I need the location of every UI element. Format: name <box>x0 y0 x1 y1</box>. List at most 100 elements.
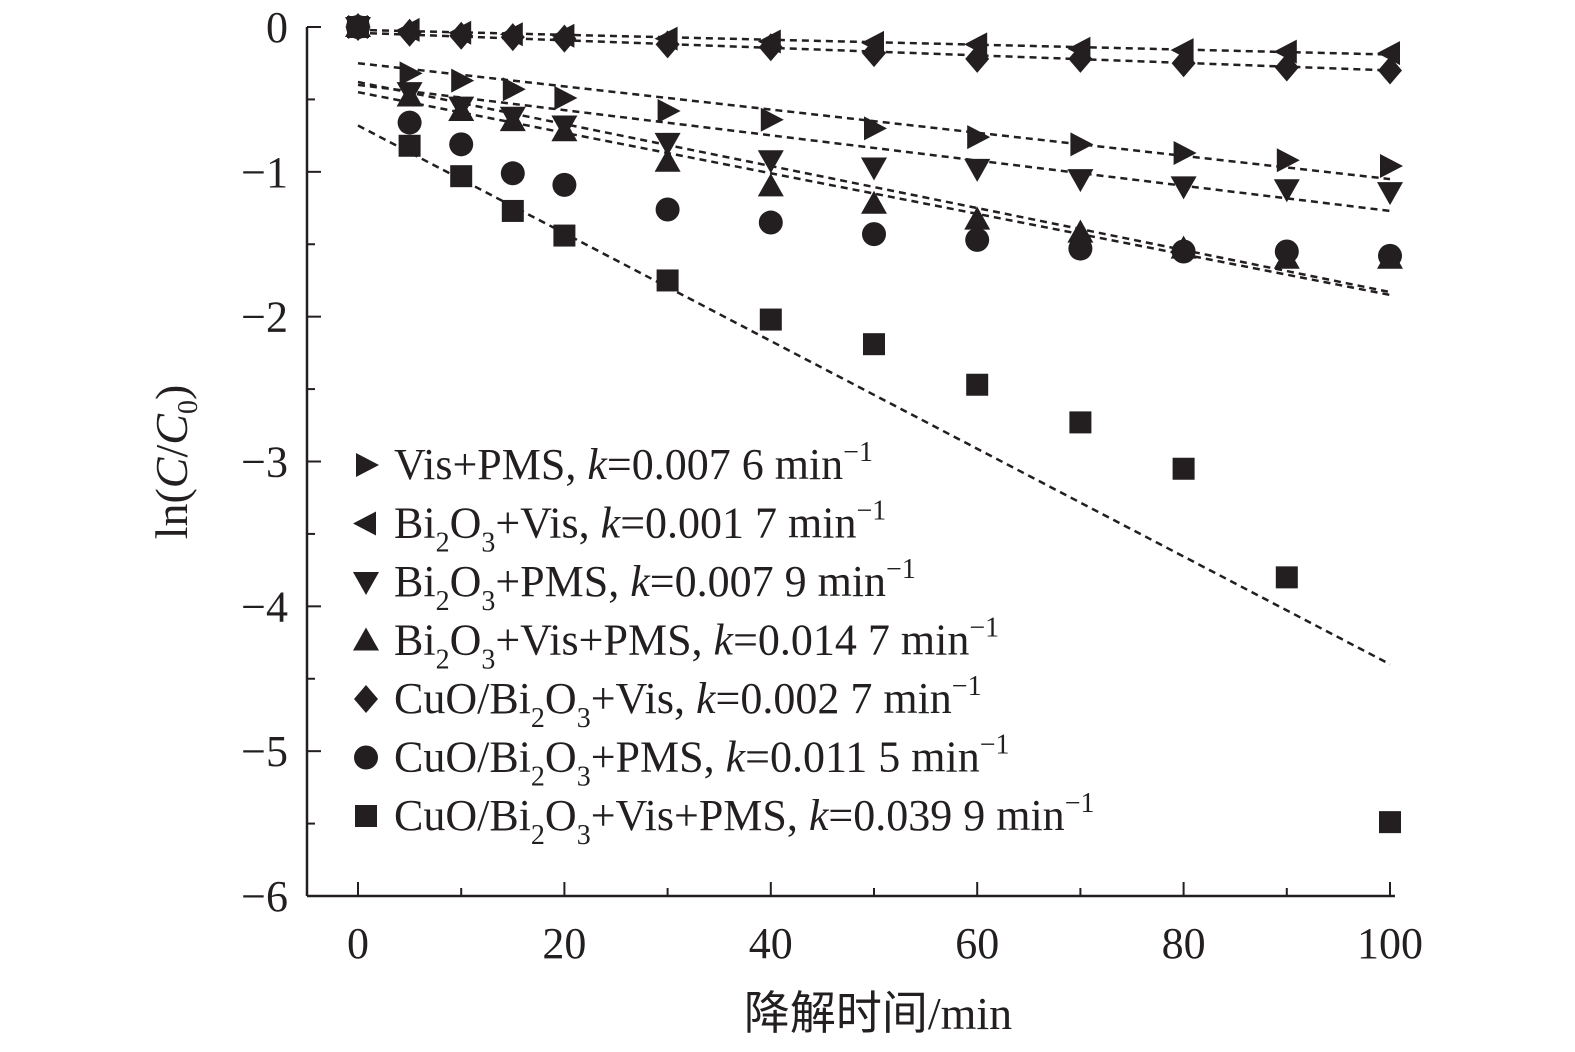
data-point-square <box>759 308 782 331</box>
data-point-triangle-up <box>551 118 578 142</box>
data-point-diamond <box>552 24 577 53</box>
data-point-triangle-down <box>861 157 887 181</box>
y-axis-title-pre: ln( <box>146 488 197 539</box>
legend-label-part: O <box>545 674 577 723</box>
legend-label-part: −1 <box>980 730 1010 761</box>
data-point-diamond <box>1378 56 1402 85</box>
data-point-triangle-right <box>967 125 991 150</box>
data-point-diamond <box>449 21 474 50</box>
legend-label: Bi2O3+PMS, k=0.007 9 min−1 <box>394 554 916 617</box>
legend-label-part: O <box>545 791 577 840</box>
data-point-circle <box>965 227 990 252</box>
data-point-circle <box>758 210 783 235</box>
legend-label-part: 2 <box>436 528 450 559</box>
legend-item: CuO/Bi2O3+Vis, k=0.002 7 min−1 <box>354 671 982 734</box>
data-point-triangle-down <box>1067 169 1094 193</box>
data-point-triangle-up <box>757 173 784 197</box>
data-point-square <box>863 333 885 356</box>
data-point-triangle-right <box>1276 148 1300 173</box>
data-point-square <box>450 165 473 188</box>
x-tick-label: 60 <box>955 919 999 968</box>
fit-line-circle <box>357 90 1391 297</box>
y-axis-title: ln(C/C0) <box>146 385 204 540</box>
legend-marker-circle <box>354 745 378 770</box>
data-point-triangle-right <box>502 77 526 102</box>
tick-labels: 0 −1 −2 −3 −4 −5 −6 0 20 40 60 80 100 <box>241 3 1423 968</box>
legend-label-part: +Vis+PMS, <box>495 616 713 665</box>
legend-label-part: CuO/Bi <box>394 791 531 840</box>
series-diamond <box>346 13 1402 85</box>
x-tick-label: 0 <box>347 919 369 968</box>
data-point-triangle-right <box>1173 141 1197 166</box>
series-square <box>347 16 1401 834</box>
data-point-triangle-right <box>1070 132 1094 157</box>
data-point-diamond <box>655 30 680 59</box>
y-tick-label: −5 <box>241 727 288 776</box>
y-axis-title-slash: / <box>146 445 197 458</box>
data-point-circle <box>1171 239 1196 264</box>
legend-marker-triangle-right <box>356 453 379 477</box>
legend-item: Bi2O3+PMS, k=0.007 9 min−1 <box>353 554 916 617</box>
legend-label-part: k <box>714 616 735 665</box>
x-axis-title: 降解时间/min <box>744 988 1012 1039</box>
data-point-triangle-right <box>451 68 475 93</box>
data-point-diamond <box>397 18 422 47</box>
legend-label-part: k <box>696 674 717 723</box>
data-point-triangle-up <box>1067 219 1094 243</box>
legend-label: Bi2O3+Vis, k=0.001 7 min−1 <box>394 496 886 559</box>
y-tick-label: −1 <box>241 148 288 197</box>
data-point-diamond <box>1274 53 1299 82</box>
data-point-triangle-right <box>864 116 887 141</box>
data-point-triangle-down <box>964 158 991 182</box>
data-point-triangle-right <box>657 99 681 124</box>
data-point-triangle-up <box>861 190 887 214</box>
data-point-triangle-down <box>1377 182 1403 206</box>
legend-label-part: =0.001 7 min <box>620 499 856 548</box>
legend-label-part: +PMS, <box>495 557 630 606</box>
legend-label-part: 3 <box>577 703 591 734</box>
data-point-triangle-left <box>1273 39 1297 64</box>
legend-label-part: k <box>809 791 830 840</box>
legend-label-part: k <box>630 557 651 606</box>
fit-line-triangle-down <box>357 83 1391 213</box>
legend-label-part: k <box>601 499 622 548</box>
data-point-square <box>347 16 369 38</box>
legend-label-part: 3 <box>481 528 495 559</box>
data-point-diamond <box>1171 49 1196 78</box>
legend-label-part: =0.002 7 min <box>716 674 952 723</box>
data-point-circle <box>1378 243 1402 268</box>
legend-item: Bi2O3+Vis, k=0.001 7 min−1 <box>353 496 886 559</box>
data-markers <box>345 13 1403 834</box>
legend-label-part: −1 <box>969 613 999 644</box>
data-point-square <box>656 269 679 292</box>
legend-item: Bi2O3+Vis+PMS, k=0.014 7 min−1 <box>353 613 999 676</box>
y-axis-title-c0-sub: 0 <box>173 400 204 414</box>
x-tick-label: 100 <box>1357 919 1423 968</box>
data-point-square <box>966 373 989 396</box>
legend-label-part: 2 <box>436 586 450 617</box>
legend-label-part: 3 <box>577 762 591 793</box>
legend-label-part: =0.011 5 min <box>745 733 980 782</box>
legend-item: CuO/Bi2O3+Vis+PMS, k=0.039 9 min−1 <box>355 788 1094 851</box>
legend-label-part: Bi <box>394 616 436 665</box>
legend-label-part: +PMS, <box>591 733 726 782</box>
data-point-square <box>553 224 576 247</box>
y-tick-label: −3 <box>241 438 288 487</box>
data-point-circle <box>1274 239 1299 264</box>
fit-line-square <box>357 124 1391 666</box>
data-point-circle <box>449 132 474 157</box>
data-point-square <box>1275 566 1298 589</box>
legend-label-part: +Vis, <box>591 674 696 723</box>
data-point-circle <box>655 197 680 222</box>
x-tick-label: 20 <box>542 919 586 968</box>
legend-label-part: +Vis+PMS, <box>591 791 809 840</box>
legend-label-part: =0.007 9 min <box>650 557 886 606</box>
legend-label-part: −1 <box>952 671 982 702</box>
legend-label-part: 3 <box>481 586 495 617</box>
legend-label-part: −1 <box>856 496 886 527</box>
legend-label-part: O <box>450 557 482 606</box>
data-point-square <box>1172 457 1195 480</box>
data-point-circle <box>862 222 886 247</box>
